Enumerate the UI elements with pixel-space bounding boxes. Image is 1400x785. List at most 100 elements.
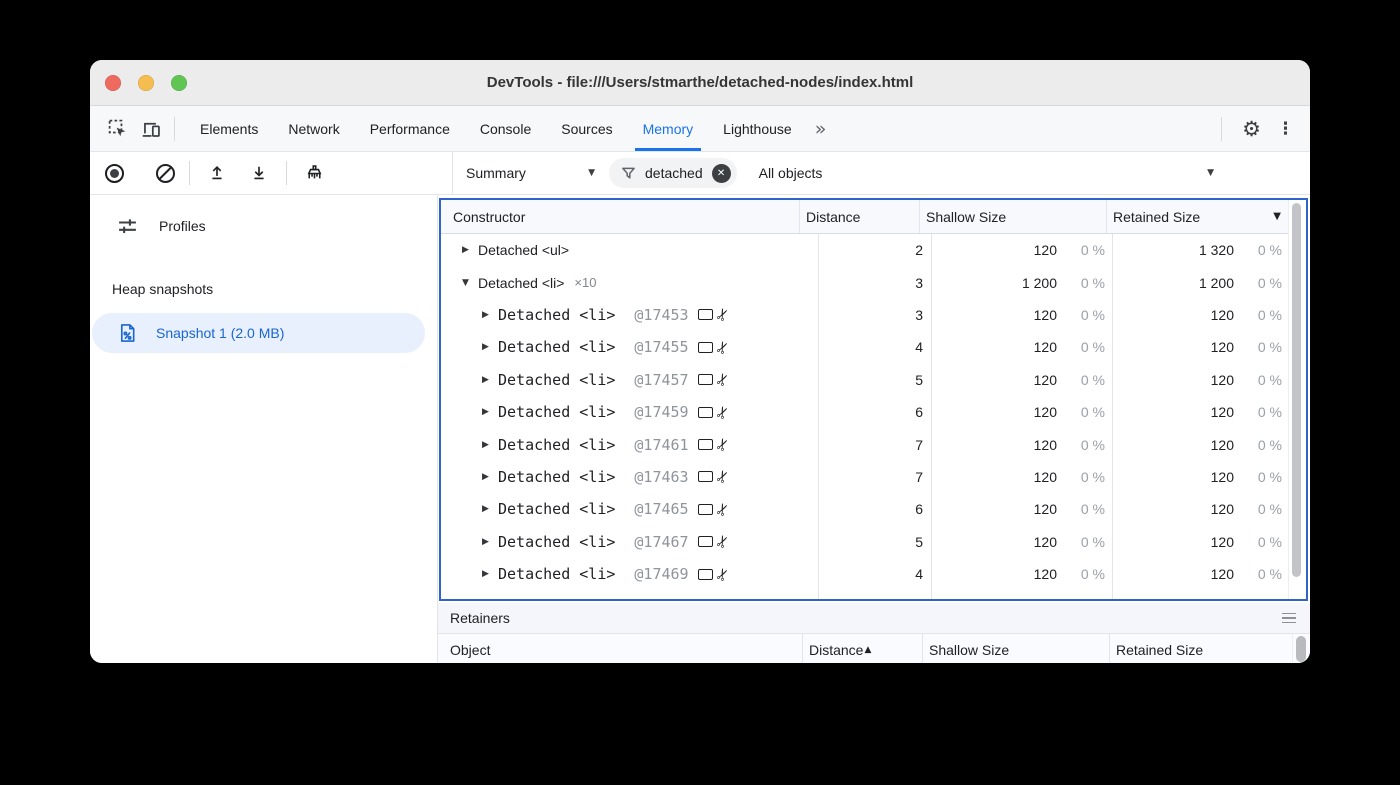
save-profile-icon[interactable] — [246, 160, 272, 186]
expand-arrow-icon[interactable]: ▶ — [482, 536, 489, 547]
retainers-scrollbar[interactable] — [1292, 634, 1310, 663]
tab-console[interactable]: Console — [479, 120, 532, 137]
expand-arrow-icon[interactable]: ▶ — [482, 309, 489, 320]
scrollbar-thumb[interactable] — [1296, 636, 1306, 662]
minimize-window-button[interactable] — [138, 74, 154, 91]
table-row[interactable]: ▶ Detached <li> @17469 ✂ 4 120 0 % 120 0 % — [441, 557, 1289, 591]
title-bar[interactable]: DevTools - file:///Users/stmarthe/detach… — [90, 60, 1310, 106]
expand-arrow-icon[interactable]: ▶ — [482, 439, 489, 450]
frame-icon[interactable] — [697, 471, 713, 483]
expand-arrow-icon[interactable]: ▶ — [482, 569, 489, 580]
scissors-icon[interactable]: ✂ — [710, 499, 734, 520]
table-row[interactable]: ▶ Detached <li> @17457 ✂ 5 120 0 % 120 0 % — [441, 363, 1289, 396]
retainers-section-header: Retainers — [438, 603, 1310, 634]
grid-rows: ▶ Detached <ul> 2 120 0 % 1 320 0 % ▼ Deta… — [441, 234, 1289, 599]
column-header-object[interactable]: Object — [450, 642, 491, 658]
scissors-icon[interactable]: ✂ — [710, 434, 734, 455]
frame-icon[interactable] — [697, 341, 713, 353]
retainers-title: Retainers — [450, 610, 510, 626]
tab-lighthouse[interactable]: Lighthouse — [723, 120, 792, 137]
table-row[interactable]: ▶ Detached <li> @17461 ✂ 7 120 0 % 120 0 % — [441, 428, 1289, 461]
frame-icon[interactable] — [697, 503, 713, 515]
frame-icon[interactable] — [697, 536, 713, 548]
tab-memory[interactable]: Memory — [628, 106, 709, 151]
divider — [189, 161, 190, 185]
profiles-sidebar: Profiles Heap snapshots Snapshot 1 (2.0 … — [90, 195, 438, 663]
more-tabs-icon[interactable]: » — [814, 117, 827, 140]
chevron-down-icon[interactable]: ▼ — [1207, 168, 1214, 178]
tab-network[interactable]: Network — [288, 120, 340, 137]
table-row[interactable]: ▶ Detached <li> @17455 ✂ 4 120 0 % 120 0 % — [441, 331, 1289, 364]
sort-asc-icon: ▲ — [864, 645, 872, 655]
scissors-icon[interactable]: ✂ — [710, 304, 734, 326]
table-row[interactable]: ▼ Detached <li> ×10 3 1 200 0 % 1 200 0 % — [441, 266, 1289, 299]
scissors-icon[interactable]: ✂ — [710, 337, 734, 358]
inspect-element-icon[interactable] — [104, 116, 130, 142]
scissors-icon[interactable]: ✂ — [710, 564, 734, 585]
tab-elements[interactable]: Elements — [200, 120, 259, 137]
grid-scrollbar[interactable] — [1288, 200, 1306, 599]
frame-icon[interactable] — [697, 439, 713, 451]
sidebar-item-profiles[interactable]: Profiles — [90, 205, 437, 247]
tab-sources[interactable]: Sources — [561, 120, 613, 137]
settings-gear-icon[interactable]: ⚙ — [1242, 116, 1261, 141]
clear-filter-icon[interactable]: ✕ — [711, 163, 731, 183]
frame-icon[interactable] — [697, 568, 713, 580]
sort-desc-icon: ▼ — [1273, 211, 1281, 222]
column-header-shallow-size[interactable]: Shallow Size — [919, 200, 1106, 233]
column-header-retained-size[interactable]: Retained Size ▼ — [1106, 200, 1289, 233]
table-row[interactable]: ▶ Detached <ul> 2 120 0 % 1 320 0 % — [441, 234, 1289, 267]
snapshot-label: Snapshot 1 (2.0 MB) — [156, 325, 285, 341]
expand-arrow-icon[interactable]: ▶ — [482, 504, 489, 515]
expand-arrow-icon[interactable]: ▼ — [462, 277, 469, 288]
expand-arrow-icon[interactable]: ▶ — [482, 342, 489, 353]
filter-funnel-icon — [622, 167, 635, 179]
scissors-icon[interactable]: ✂ — [710, 466, 734, 488]
retainers-menu-icon[interactable] — [1282, 612, 1296, 624]
scrollbar-thumb[interactable] — [1292, 203, 1301, 577]
tab-performance[interactable]: Performance — [369, 120, 450, 137]
clear-profiles-icon[interactable] — [156, 163, 175, 183]
frame-icon[interactable] — [697, 406, 713, 418]
table-row[interactable]: ▶ Detached <li> @17459 ✂ 6 120 0 % 120 0 % — [441, 395, 1289, 429]
frame-icon[interactable] — [697, 374, 713, 386]
expand-arrow-icon[interactable]: ▶ — [482, 471, 489, 482]
window-title: DevTools - file:///Users/stmarthe/detach… — [486, 74, 914, 91]
column-header-distance[interactable]: Distance — [799, 200, 919, 233]
column-header-distance[interactable]: Distance ▲ — [802, 634, 922, 663]
class-filter-input[interactable]: detached ✕ — [609, 158, 737, 188]
tune-sliders-icon — [119, 218, 136, 233]
expand-arrow-icon[interactable]: ▶ — [462, 245, 469, 256]
frame-icon[interactable] — [697, 309, 713, 321]
kebab-menu-icon[interactable]: ⋮ — [1277, 118, 1294, 139]
tab-strip: Elements Network Performance Console Sources… — [185, 106, 807, 151]
column-header-shallow-size[interactable]: Shallow Size — [922, 634, 1109, 663]
column-header-retained-size[interactable]: Retained Size — [1109, 634, 1292, 663]
load-profile-icon[interactable] — [204, 160, 230, 186]
object-filter-value[interactable]: All objects — [758, 165, 823, 181]
close-window-button[interactable] — [105, 74, 121, 91]
perspective-select-value: Summary — [466, 165, 526, 181]
expand-arrow-icon[interactable]: ▶ — [482, 407, 489, 418]
sidebar-item-label: Profiles — [159, 218, 206, 234]
perspective-select[interactable]: Summary ▼ — [466, 165, 609, 181]
table-row[interactable]: ✂ — [441, 590, 1289, 599]
clean-garbage-broom-icon[interactable] — [301, 160, 327, 186]
table-row[interactable]: ▶ Detached <li> @17463 ✂ 7 120 0 % 120 0 % — [441, 460, 1289, 494]
scissors-icon[interactable]: ✂ — [710, 402, 734, 423]
heap-snapshots-heading: Heap snapshots — [112, 281, 214, 297]
expand-arrow-icon[interactable]: ▶ — [482, 374, 489, 385]
sidebar-item-snapshot-1[interactable]: Snapshot 1 (2.0 MB) — [92, 313, 425, 353]
table-row[interactable]: ▶ Detached <li> @17465 ✂ 6 120 0 % 120 0 % — [441, 493, 1289, 526]
table-row[interactable]: ▶ Detached <li> @17467 ✂ 5 120 0 % 120 0 % — [441, 525, 1289, 558]
grid-header-row: Constructor Distance Shallow Size Retain… — [441, 200, 1289, 234]
scissors-icon[interactable]: ✂ — [539, 596, 562, 599]
device-toolbar-icon[interactable] — [138, 116, 164, 142]
scissors-icon[interactable]: ✂ — [710, 531, 734, 552]
scissors-icon[interactable]: ✂ — [710, 369, 734, 390]
zoom-window-button[interactable] — [171, 74, 187, 91]
record-heap-snapshot-icon[interactable] — [105, 163, 124, 183]
table-row[interactable]: ▶ Detached <li> @17453 ✂ 3 120 0 % 120 0 % — [441, 298, 1289, 332]
traffic-lights — [105, 60, 187, 105]
column-header-constructor[interactable]: Constructor — [453, 208, 526, 225]
